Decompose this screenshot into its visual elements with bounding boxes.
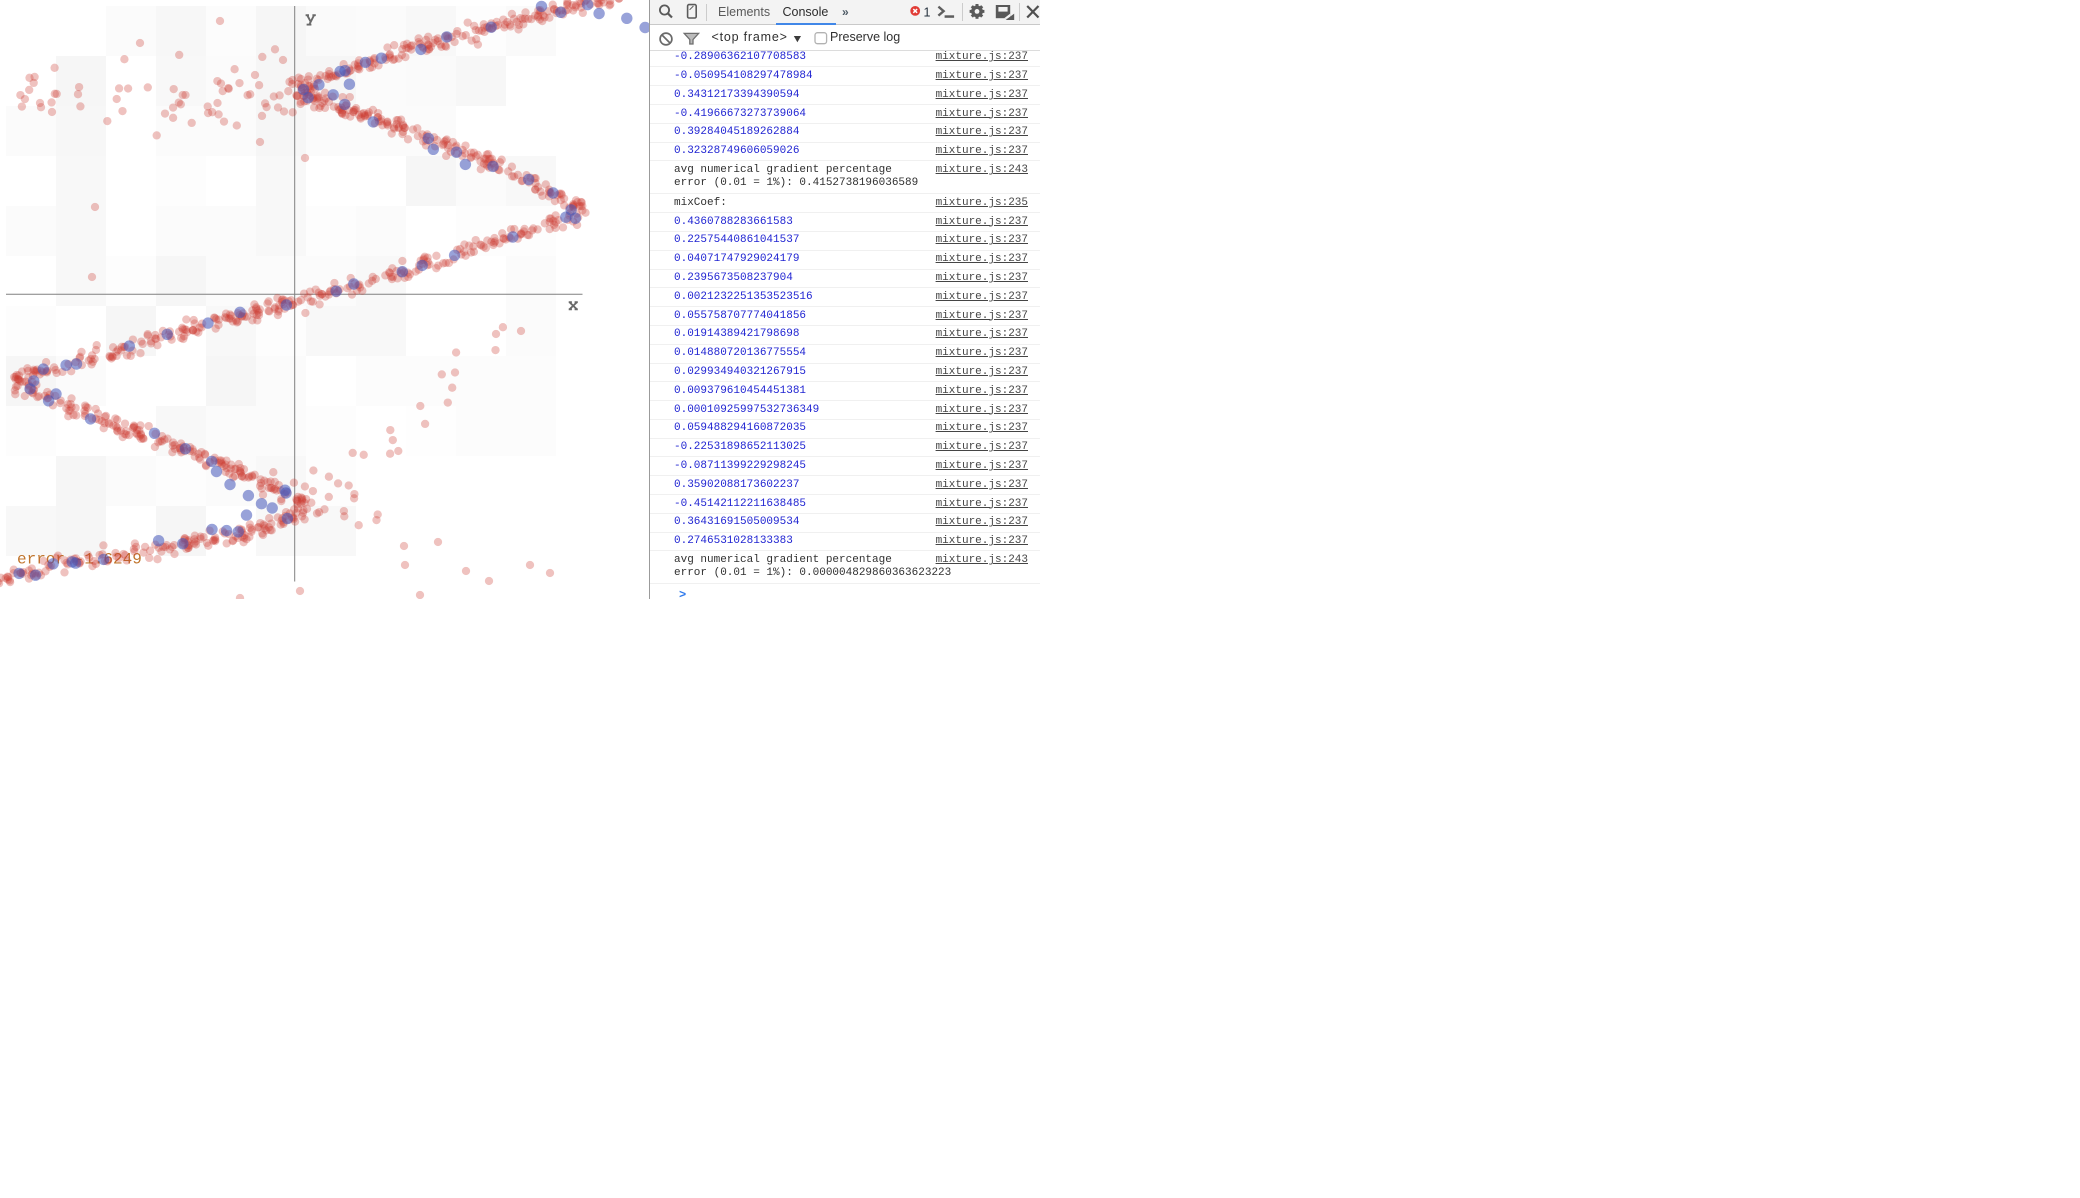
svg-text:1: 1 (924, 5, 931, 19)
